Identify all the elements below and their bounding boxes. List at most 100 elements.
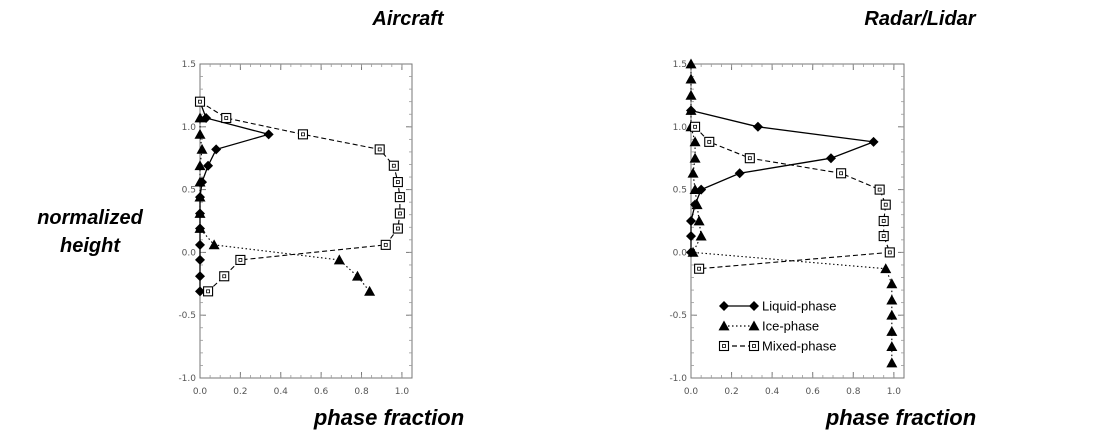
mixed-phase-series: [194, 96, 405, 297]
ice-phase-point: [886, 294, 898, 305]
ice-phase-point: [364, 285, 376, 296]
mixed-phase-point: [878, 215, 889, 227]
y-tick-label: 1.5: [673, 60, 687, 70]
mixed-phase-point-inner: [224, 116, 229, 120]
ice-phase-point: [886, 341, 898, 351]
x-tick-label: 0.2: [724, 387, 738, 397]
mixed-phase-point-inner: [881, 219, 886, 223]
x-axis-label-radar-lidar: phase fraction: [825, 405, 977, 430]
ice-phase-point: [333, 254, 345, 265]
ice-phase-series: [685, 58, 898, 368]
mixed-phase-point: [394, 208, 405, 219]
legend-marker-liquid: [719, 301, 729, 311]
legend-marker-mixed-inner: [752, 344, 756, 348]
mixed-phase-point: [704, 136, 715, 147]
ice-phase-point: [194, 191, 206, 202]
mixed-phase-point-inner: [693, 124, 697, 129]
y-tick-label: 0.0: [182, 248, 197, 258]
mixed-phase-point-inner: [747, 156, 752, 161]
ice-phase-point: [687, 167, 699, 178]
mixed-phase-point-inner: [395, 180, 400, 184]
ice-phase-point: [194, 128, 206, 139]
mixed-phase-point-inner: [206, 289, 210, 294]
mixed-phase-point-inner: [377, 147, 382, 152]
chart-panel-2: 0.0 0.2 0.4 0.6 0.8 1.0 -1.0 -0.5 0.0 0.5 1.0 1.5 Li…: [669, 58, 905, 397]
y-axis-label-line2: height: [60, 235, 120, 257]
ice-phase-point: [194, 160, 206, 171]
liquid-phase-point: [195, 286, 205, 297]
ice-phase-point: [685, 58, 697, 69]
mixed-phase-point-inner: [222, 274, 227, 279]
mixed-phase-point: [744, 153, 755, 164]
ice-phase-point: [880, 263, 892, 274]
ice-phase-point: [886, 357, 898, 368]
ice-phase-point: [194, 207, 206, 218]
mixed-phase-point: [374, 144, 385, 155]
mixed-phase-point: [392, 177, 403, 188]
mixed-phase-point-inner: [707, 139, 712, 144]
ice-phase-point: [685, 73, 697, 84]
x-tick-label: 0.0: [193, 387, 208, 397]
mixed-phase-point-inner: [391, 163, 396, 168]
mixed-phase-point: [874, 184, 885, 195]
x-tick-label: 0.6: [806, 387, 821, 397]
mixed-phase-point-inner: [887, 250, 892, 255]
x-axis-label-aircraft: phase fraction: [313, 405, 465, 430]
plot-frame: [199, 63, 413, 379]
y-axis-label: normalized height: [10, 204, 170, 260]
mixed-phase-point-inner: [877, 187, 882, 192]
x-tick-label: 0.4: [765, 387, 780, 397]
ice-phase-point: [196, 143, 208, 154]
mixed-phase-point: [380, 239, 391, 250]
y-tick-label: 0.0: [673, 248, 688, 258]
mixed-phase-point-inner: [383, 242, 388, 247]
chart-title-radar-lidar: Radar/Lidar: [864, 8, 976, 30]
ice-phase-point: [886, 309, 898, 320]
x-tick-label: 0.0: [684, 387, 699, 397]
legend-label-mixed: Mixed-phase: [762, 339, 836, 354]
ice-phase-point: [687, 246, 699, 257]
mixed-phase-point: [694, 263, 705, 274]
liquid-phase-point: [734, 168, 745, 179]
mixed-phase-point: [221, 112, 232, 124]
mixed-phase-point-inner: [697, 266, 702, 271]
liquid-phase-point: [263, 129, 274, 140]
chart-panel-1: 0.0 0.2 0.4 0.6 0.8 1.0 -1.0 -0.5 0.0 0.5 1.0 1.5: [178, 60, 413, 397]
x-tick-label: 0.2: [233, 387, 247, 397]
ice-phase-point: [685, 104, 697, 115]
ice-phase-point: [351, 270, 363, 281]
x-tick-label: 1.0: [887, 387, 902, 397]
legend-label-liquid: Liquid-phase: [762, 299, 836, 314]
ice-phase-point: [691, 199, 703, 210]
mixed-phase-point: [388, 160, 399, 171]
y-tick-label: -1.0: [669, 374, 687, 384]
mixed-phase-point: [219, 271, 230, 282]
mixed-phase-point-inner: [839, 171, 844, 176]
legend-marker-liquid: [749, 301, 759, 311]
ice-phase-point: [685, 89, 697, 100]
liquid-phase-point: [203, 160, 214, 171]
y-tick-label: -0.5: [178, 311, 196, 321]
mixed-phase-point-inner: [238, 258, 243, 262]
mixed-phase-point: [297, 129, 309, 140]
legend-marker-mixed: [718, 340, 730, 352]
liquid-phase-line: [199, 101, 272, 292]
mixed-phase-point-inner: [301, 132, 305, 137]
mixed-phase-point-inner: [883, 202, 888, 207]
ice-phase-point: [689, 152, 701, 163]
mixed-phase-point: [878, 231, 889, 242]
liquid-phase-point: [195, 254, 205, 265]
ice-phase-line: [199, 118, 371, 292]
ice-phase-point: [208, 239, 220, 250]
mixed-phase-series: [690, 121, 895, 274]
mixed-phase-point-inner: [881, 234, 886, 238]
liquid-phase-point: [195, 239, 205, 250]
liquid-phase-series: [686, 105, 879, 258]
ice-phase-point: [194, 223, 206, 233]
liquid-phase-point: [752, 121, 763, 132]
y-tick-label: 1.5: [182, 60, 196, 70]
mixed-phase-point: [884, 247, 895, 258]
ice-phase-point: [194, 176, 206, 187]
y-tick-label: 0.5: [182, 186, 196, 196]
liquid-phase-point: [868, 136, 879, 147]
